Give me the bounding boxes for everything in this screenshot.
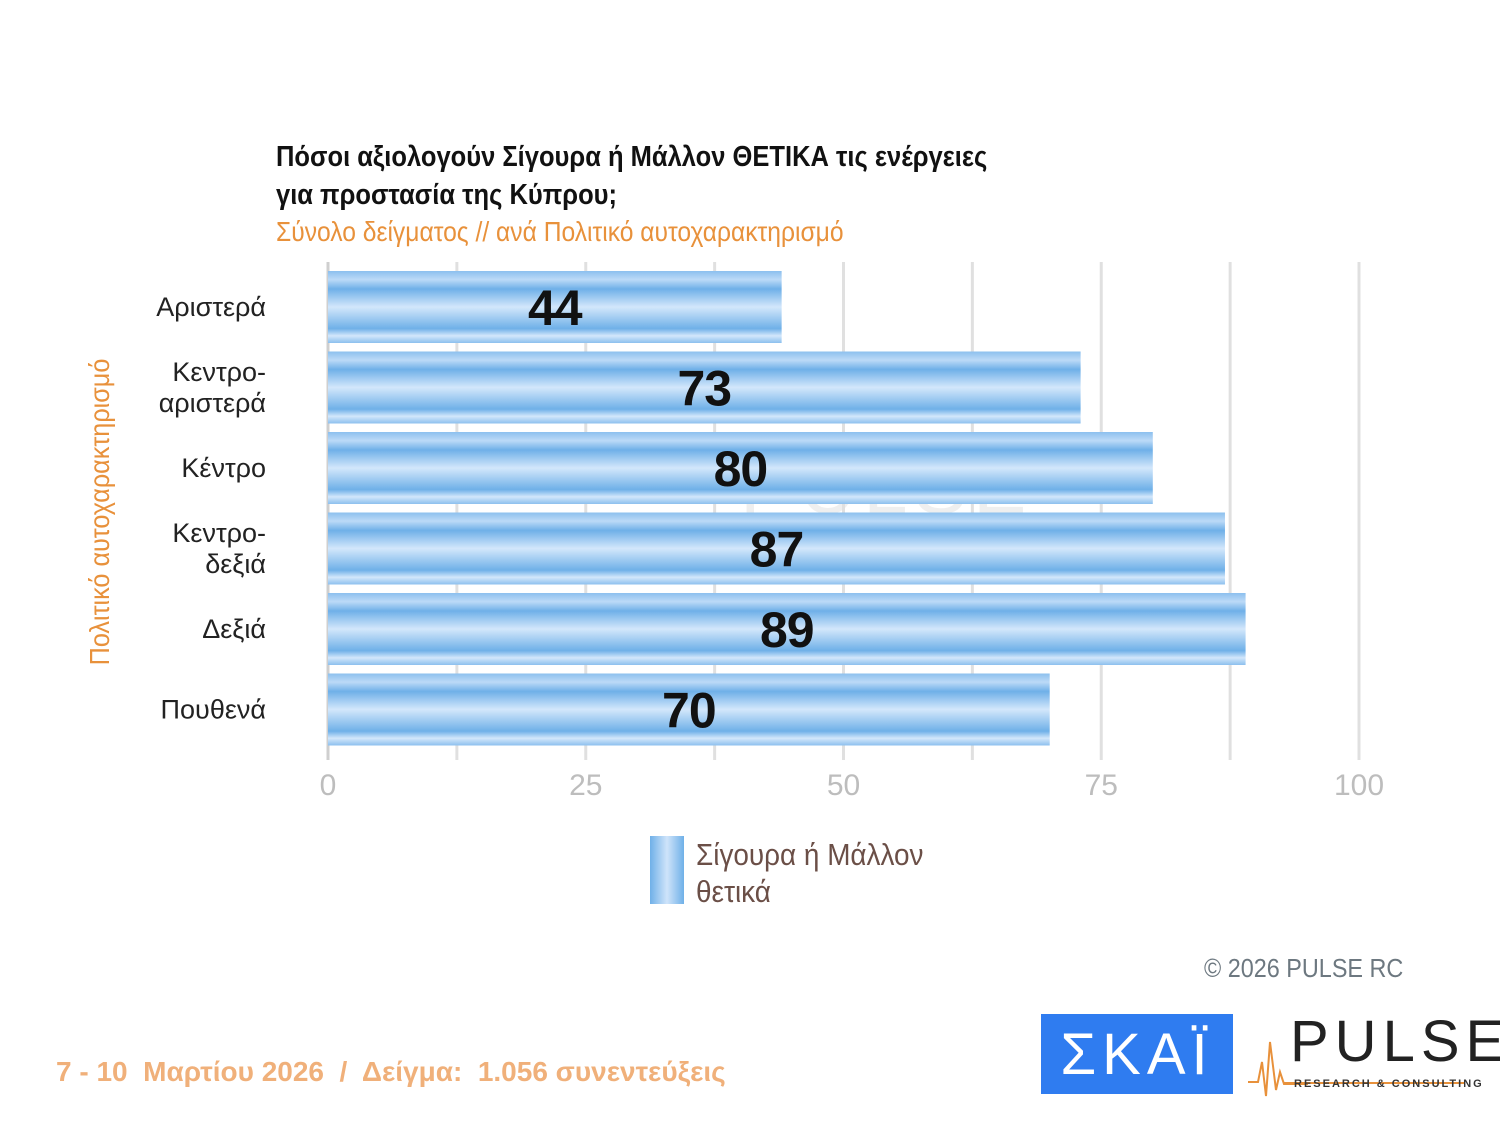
legend-label: Σίγουρα ή Μάλλον θετικά: [696, 836, 924, 910]
category-label: Αριστερά: [156, 292, 266, 322]
footer-note: 7 - 10 Μαρτίου 2026 / Δείγμα: 1.056 συνε…: [56, 1056, 726, 1087]
title-line: για προστασία της Κύπρου;: [276, 179, 618, 211]
pulse-wave-icon: [1248, 1041, 1308, 1097]
category-label: αριστερά: [159, 388, 266, 418]
bar: [328, 432, 1153, 504]
pulse-word: PULSE: [1290, 1009, 1500, 1074]
copyright: © 2026 PULSE RC: [1204, 953, 1404, 983]
bar: [328, 512, 1225, 585]
category-label: Πουθενά: [161, 695, 266, 725]
data-label: 87: [750, 522, 804, 578]
skai-logo: ΣΚΑΪ: [1041, 1014, 1233, 1094]
category-label: Κεντρο-: [172, 357, 266, 387]
data-label: 44: [528, 280, 583, 336]
bar: [328, 271, 782, 343]
legend-swatch: [650, 836, 684, 904]
category-label: Δεξιά: [202, 614, 266, 644]
pulse-logo: PULSE RESEARCH & CONSULTING: [1248, 1012, 1500, 1098]
data-label: 80: [714, 441, 768, 497]
category-label: Κέντρο: [181, 453, 266, 483]
data-label: 73: [678, 361, 732, 417]
bar: [328, 351, 1081, 424]
x-tick-label: 0: [320, 769, 337, 802]
legend-line: θετικά: [696, 874, 771, 909]
title-line: Πόσοι αξιολογούν Σίγουρα ή Μάλλον ΘΕΤΙΚΑ…: [276, 141, 988, 173]
pulse-line: [1284, 1082, 1464, 1084]
category-label: Κεντρο-: [172, 518, 266, 548]
x-tick-label: 50: [827, 769, 860, 802]
data-label: 70: [662, 683, 716, 739]
legend: Σίγουρα ή Μάλλον θετικά: [650, 836, 949, 910]
x-tick-label: 25: [569, 769, 602, 802]
data-label: 89: [760, 602, 814, 658]
pulse-subtitle: RESEARCH & CONSULTING: [1294, 1078, 1484, 1090]
bar: [328, 673, 1050, 746]
category-label: δεξιά: [205, 549, 266, 579]
legend-line: Σίγουρα ή Μάλλον: [696, 837, 924, 872]
chart-title: Πόσοι αξιολογούν Σίγουρα ή Μάλλον ΘΕΤΙΚΑ…: [276, 138, 1068, 214]
x-tick-label: 100: [1334, 769, 1384, 802]
chart-subtitle: Σύνολο δείγματος // ανά Πολιτικό αυτοχαρ…: [276, 216, 844, 247]
bar: [328, 593, 1246, 665]
x-tick-label: 75: [1085, 769, 1118, 802]
